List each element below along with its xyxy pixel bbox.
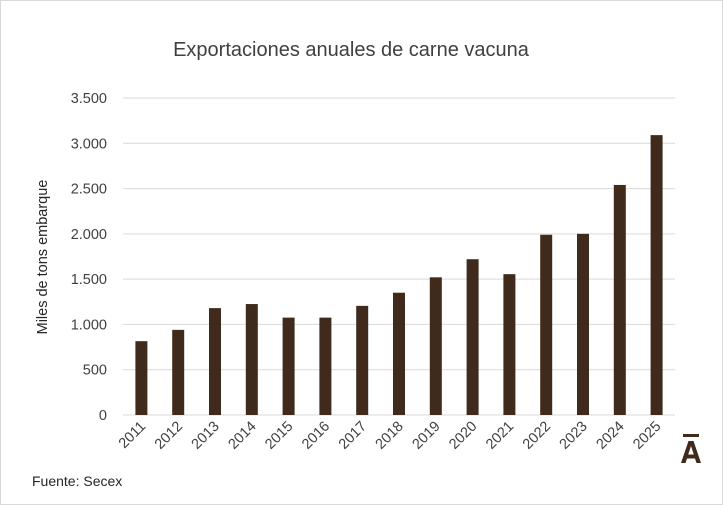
x-tick-label: 2016: [299, 419, 333, 453]
x-tick-label: 2022: [520, 419, 554, 453]
bar: [282, 317, 295, 415]
x-tick-label: 2025: [630, 419, 664, 453]
bar: [503, 274, 516, 415]
y-tick-label: 3.500: [71, 91, 107, 107]
brand-logo: [681, 434, 701, 463]
x-tick-labels: 2011 2012 2013 2014 2015 2016 2017 2018 2019 2020…: [116, 419, 665, 453]
y-tick-labels: 0 500 1.000 1.500 2.000 2.500 3.000 3.500: [71, 91, 107, 424]
x-tick-label: 2015: [262, 419, 296, 453]
y-tick-label: 1.000: [71, 317, 107, 333]
bar: [466, 259, 479, 415]
bar: [577, 233, 589, 415]
bar: [393, 292, 405, 415]
bar: [540, 234, 553, 415]
bars: [135, 135, 663, 416]
y-tick-label: 0: [99, 408, 107, 424]
bar: [650, 135, 663, 416]
x-tick-label: 2019: [409, 419, 443, 453]
x-tick-label: 2017: [336, 419, 370, 453]
chart-title: Exportaciones anuales de carne vacuna: [173, 39, 529, 61]
y-tick-label: 1.500: [71, 272, 107, 288]
x-tick-label: 2014: [225, 419, 259, 453]
logo-macron: [683, 434, 699, 437]
x-tick-label: 2013: [189, 419, 223, 453]
y-tick-label: 2.000: [71, 227, 107, 243]
bar: [172, 329, 185, 415]
bar: [429, 277, 442, 415]
x-tick-label: 2011: [116, 419, 149, 452]
x-tick-label: 2012: [152, 419, 186, 453]
x-tick-label: 2020: [446, 419, 480, 453]
y-tick-label: 500: [83, 363, 107, 379]
logo-letter-a: [681, 441, 701, 463]
bar: [319, 317, 332, 415]
x-tick-label: 2018: [373, 419, 407, 453]
bar: [135, 341, 148, 415]
bar: [245, 304, 258, 415]
x-tick-label: 2021: [483, 419, 517, 453]
y-tick-label: 3.000: [71, 136, 107, 152]
x-tick-label: 2023: [557, 419, 591, 453]
y-tick-label: 2.500: [71, 182, 107, 198]
bar: [356, 305, 369, 415]
x-tick-label: 2024: [593, 419, 627, 453]
bar: [209, 308, 221, 415]
source-note: Fuente: Secex: [32, 473, 123, 489]
bar: [613, 184, 626, 415]
